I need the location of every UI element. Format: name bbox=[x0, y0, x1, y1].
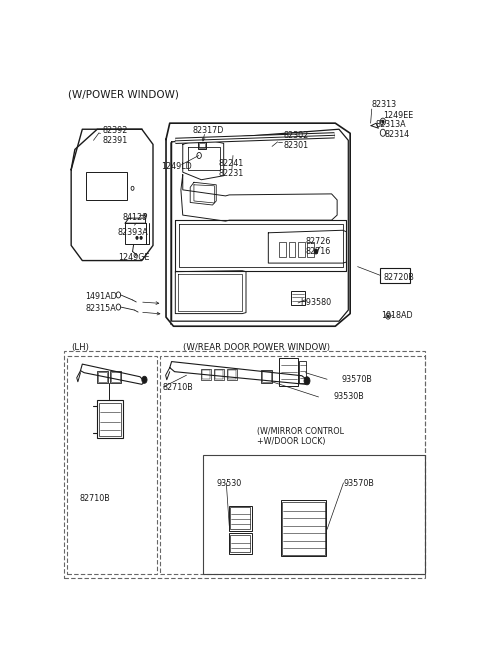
Text: 1491AD: 1491AD bbox=[85, 293, 117, 301]
Text: (LH): (LH) bbox=[71, 343, 89, 352]
Text: 82720B: 82720B bbox=[384, 274, 415, 282]
Bar bbox=[198, 142, 206, 149]
Bar bbox=[279, 242, 286, 257]
Text: 82317D: 82317D bbox=[192, 126, 223, 134]
Text: (W/POWER WINDOW): (W/POWER WINDOW) bbox=[68, 90, 179, 100]
Bar bbox=[67, 356, 156, 574]
Bar bbox=[281, 501, 326, 556]
Circle shape bbox=[140, 236, 142, 239]
Text: 84129: 84129 bbox=[122, 213, 148, 222]
Bar bbox=[203, 455, 424, 574]
Circle shape bbox=[382, 120, 384, 123]
Text: 1018AD: 1018AD bbox=[381, 311, 412, 319]
Text: 82314: 82314 bbox=[385, 130, 410, 139]
Bar bbox=[228, 370, 236, 379]
Bar bbox=[199, 143, 205, 148]
Circle shape bbox=[387, 315, 389, 317]
Bar bbox=[229, 533, 252, 554]
Text: 1249LD: 1249LD bbox=[161, 161, 192, 171]
Text: 93570B: 93570B bbox=[344, 480, 374, 488]
Circle shape bbox=[142, 377, 147, 383]
Text: 82726
82716: 82726 82716 bbox=[305, 237, 331, 256]
Bar bbox=[125, 223, 145, 245]
Text: 82313A: 82313A bbox=[375, 119, 406, 129]
Bar bbox=[230, 535, 251, 552]
Bar bbox=[97, 400, 123, 438]
Bar bbox=[261, 370, 272, 383]
Text: 93570B: 93570B bbox=[342, 375, 373, 384]
Bar bbox=[290, 291, 305, 304]
Text: 82710B: 82710B bbox=[162, 383, 193, 392]
Bar bbox=[111, 372, 120, 382]
Text: H93580: H93580 bbox=[300, 298, 331, 308]
Text: 82393A: 82393A bbox=[118, 228, 148, 237]
Text: 82710B: 82710B bbox=[80, 495, 111, 503]
Text: 82392
82391: 82392 82391 bbox=[103, 126, 128, 146]
Bar bbox=[202, 369, 211, 380]
Text: 1249EE: 1249EE bbox=[384, 111, 414, 119]
Bar bbox=[64, 352, 424, 578]
Text: 82313: 82313 bbox=[372, 100, 397, 110]
Bar bbox=[160, 356, 424, 574]
Text: 82241
82231: 82241 82231 bbox=[218, 159, 243, 178]
Bar bbox=[228, 369, 238, 380]
Circle shape bbox=[314, 249, 318, 254]
Bar bbox=[307, 242, 314, 257]
Circle shape bbox=[304, 377, 310, 385]
Bar bbox=[97, 371, 108, 383]
Bar bbox=[380, 268, 410, 283]
Bar bbox=[202, 370, 210, 379]
Bar bbox=[215, 369, 225, 380]
Bar bbox=[229, 506, 252, 531]
Bar bbox=[289, 242, 296, 257]
Text: (W/REAR DOOR POWER WINDOW): (W/REAR DOOR POWER WINDOW) bbox=[183, 343, 330, 352]
Bar bbox=[279, 358, 298, 386]
Bar bbox=[230, 507, 251, 529]
Circle shape bbox=[136, 236, 138, 239]
Bar bbox=[98, 372, 107, 382]
Bar bbox=[299, 361, 306, 383]
Text: 93530B: 93530B bbox=[334, 392, 364, 401]
Text: 93530: 93530 bbox=[217, 480, 242, 488]
Bar bbox=[215, 370, 223, 379]
Bar bbox=[99, 403, 121, 436]
Text: 82315A: 82315A bbox=[85, 304, 116, 313]
Text: (W/MIRROR CONTROL
+W/DOOR LOCK): (W/MIRROR CONTROL +W/DOOR LOCK) bbox=[257, 426, 344, 446]
Bar bbox=[298, 242, 305, 257]
Bar bbox=[86, 172, 127, 200]
Text: 82302
82301: 82302 82301 bbox=[283, 131, 309, 150]
Bar bbox=[282, 502, 325, 554]
Bar bbox=[262, 371, 271, 382]
Text: 1249GE: 1249GE bbox=[118, 253, 149, 262]
Bar bbox=[110, 371, 121, 383]
